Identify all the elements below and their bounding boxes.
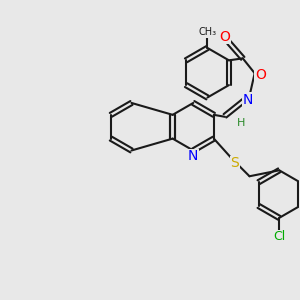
Text: O: O bbox=[220, 30, 230, 44]
Text: H: H bbox=[237, 118, 245, 128]
Text: Cl: Cl bbox=[273, 230, 285, 243]
Text: CH₃: CH₃ bbox=[198, 27, 217, 37]
Text: O: O bbox=[255, 68, 266, 82]
Text: N: N bbox=[242, 93, 253, 107]
Text: S: S bbox=[230, 156, 239, 170]
Text: N: N bbox=[188, 149, 198, 164]
